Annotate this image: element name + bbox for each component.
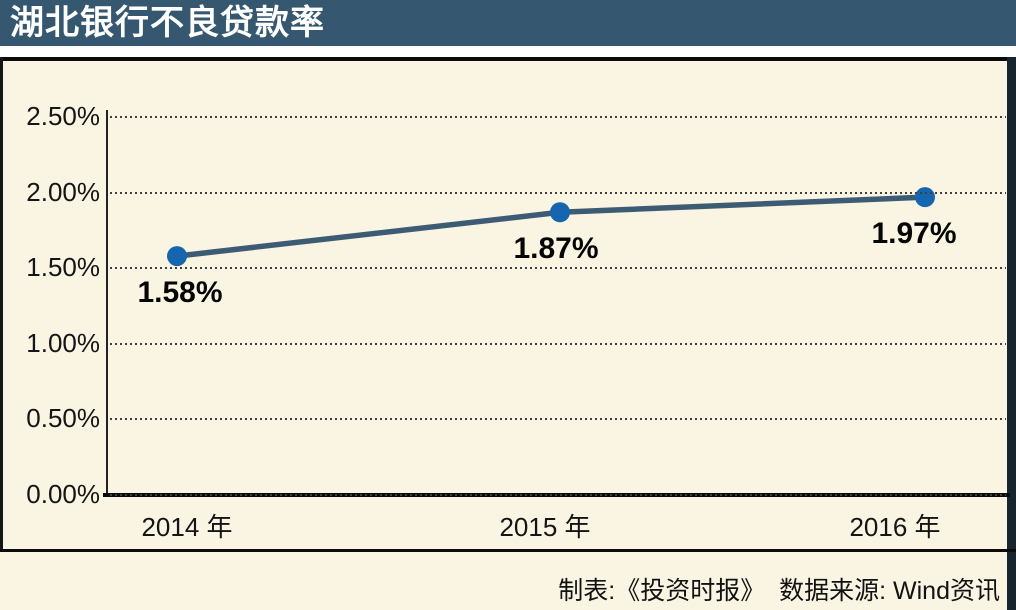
data-point-marker bbox=[550, 202, 570, 223]
header-bar: 湖北银行不良贷款率 bbox=[0, 0, 1016, 46]
left-border bbox=[0, 57, 3, 550]
data-point-label: 1.97% bbox=[871, 217, 957, 251]
y-tick-label: 2.00% bbox=[26, 176, 100, 207]
top-rule bbox=[0, 57, 1016, 61]
data-point-marker bbox=[915, 187, 935, 208]
gridline bbox=[110, 418, 1006, 421]
y-tick-label: 2.50% bbox=[26, 101, 100, 131]
x-tick-label: 2016 年 bbox=[849, 512, 941, 542]
y-tick-label: 1.50% bbox=[26, 252, 100, 283]
x-tick-label: 2015 年 bbox=[499, 512, 591, 542]
y-tick-label: 0.00% bbox=[26, 479, 100, 509]
source-credit: 制表:《投资时报》 数据来源: Wind资讯 bbox=[558, 577, 1000, 605]
gridline bbox=[110, 191, 1006, 194]
data-point-label: 1.58% bbox=[137, 276, 223, 310]
header-divider-strip bbox=[0, 46, 1016, 57]
gridline bbox=[110, 342, 1006, 345]
gridline bbox=[110, 116, 1006, 118]
gridline bbox=[110, 267, 1006, 270]
chart-title: 湖北银行不良贷款率 bbox=[10, 4, 325, 42]
y-tick-label: 0.50% bbox=[26, 403, 100, 434]
data-point-marker bbox=[167, 246, 187, 267]
y-tick-label: 1.00% bbox=[26, 327, 100, 358]
x-tick-label: 2014 年 bbox=[141, 512, 233, 542]
bottom-rule bbox=[0, 549, 1016, 552]
right-border bbox=[1007, 57, 1016, 610]
y-axis-line bbox=[106, 110, 108, 497]
data-point-label: 1.87% bbox=[513, 232, 599, 266]
gridline bbox=[110, 494, 1006, 496]
